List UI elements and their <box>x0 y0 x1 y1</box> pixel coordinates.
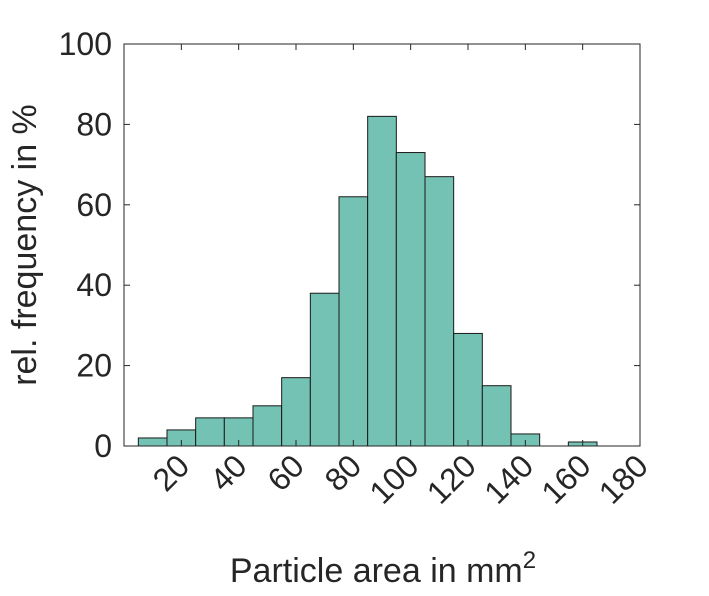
histogram-bar <box>281 377 311 447</box>
histogram-bar <box>424 176 455 447</box>
y-tick-label: 100 <box>59 26 112 62</box>
histogram-bar <box>195 417 225 447</box>
y-tick-label: 80 <box>76 106 112 142</box>
histogram-bar <box>367 115 397 447</box>
y-tick-label: 20 <box>76 348 112 384</box>
bars-group <box>137 115 598 447</box>
x-tick-label: 140 <box>477 447 540 510</box>
x-tick-label: 80 <box>318 447 369 498</box>
axes-box <box>123 43 641 447</box>
x-tick-label: 180 <box>592 447 655 510</box>
x-tick-label: 160 <box>534 447 597 510</box>
y-axis-label: rel. frequency in % <box>6 104 44 386</box>
histogram-bar <box>453 332 483 447</box>
y-tick-label: 0 <box>94 428 112 464</box>
x-tick-label: 40 <box>203 447 254 498</box>
histogram-bar <box>309 292 340 447</box>
y-tick-label: 40 <box>76 267 112 303</box>
x-tick-label: 100 <box>362 447 425 510</box>
x-axis-label-superscript: 2 <box>523 547 536 574</box>
x-axis-label-text: Particle area in mm <box>230 552 523 590</box>
y-tick-label: 60 <box>76 187 112 223</box>
x-axis-label: Particle area in mm2 <box>230 547 536 590</box>
x-tick-label: 120 <box>420 447 483 510</box>
histogram-bar <box>252 405 283 447</box>
x-tick-label: 20 <box>146 447 197 498</box>
x-tick-label: 60 <box>260 447 311 498</box>
histogram-bar <box>481 385 512 447</box>
ticks-group <box>124 43 641 447</box>
histogram-bar <box>395 152 426 447</box>
histogram-bar <box>137 437 168 447</box>
histogram-bar <box>338 196 369 447</box>
